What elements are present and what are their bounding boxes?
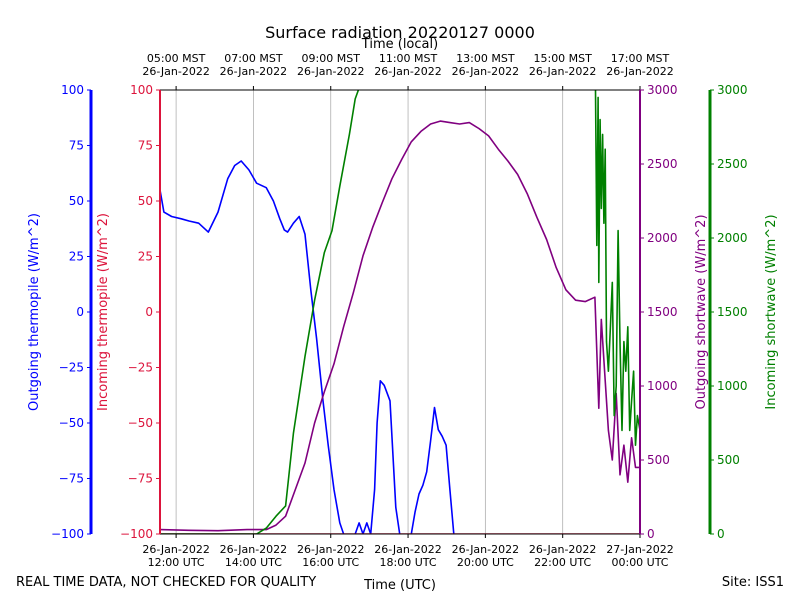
y-axis-label-incoming_shortwave: Incoming shortwave (W/m^2) — [764, 214, 779, 409]
x-axis-label: Time (UTC) — [363, 578, 436, 593]
x-tick-label: 26-Jan-2022 22:00 UTC — [529, 543, 597, 569]
top-tick-label: 17:00 MST 26-Jan-2022 — [606, 52, 674, 78]
y-axes: −100 −75 −50 −25 0 25 50 75 100 Outgoing thermopi… — [27, 83, 779, 541]
series-line-incoming_shortwave — [160, 90, 360, 534]
top-tick-label: 13:00 MST 26-Jan-2022 — [452, 52, 520, 78]
y-axis-label-outgoing_thermopile: Outgoing thermopile (W/m^2) — [27, 213, 42, 411]
y-tick-label: 2000 — [717, 231, 748, 245]
top-tick-label: 15:00 MST 26-Jan-2022 — [529, 52, 597, 78]
y-tick-label: 3000 — [647, 83, 678, 97]
chart-title: Surface radiation 20220127 0000 — [265, 23, 535, 42]
series-line-outgoing_thermopile — [160, 160, 345, 534]
y-tick-label: −75 — [59, 472, 84, 486]
x-ticks: 26-Jan-2022 12:00 UTC 26-Jan-2022 14:00 UTC… — [142, 52, 673, 569]
y-tick-label: −50 — [59, 416, 84, 430]
series-line-outgoing_thermopile — [410, 406, 455, 534]
quality-disclaimer: REAL TIME DATA, NOT CHECKED FOR QUALITY — [16, 575, 317, 590]
y-tick-label: 1500 — [717, 305, 748, 319]
y-axis-label-outgoing_shortwave: Outgoing shortwave (W/m^2) — [694, 214, 709, 409]
y-tick-label: −50 — [128, 416, 153, 430]
top-tick-label: 09:00 MST 26-Jan-2022 — [297, 52, 365, 78]
y-tick-label: 1000 — [717, 379, 748, 393]
y-tick-label: 100 — [61, 83, 84, 97]
y-tick-label: 50 — [138, 194, 153, 208]
x-tick-label: 26-Jan-2022 16:00 UTC — [297, 543, 365, 569]
series-line-outgoing_thermopile — [354, 379, 401, 534]
y-tick-label: 1500 — [647, 305, 678, 319]
top-tick-label: 11:00 MST 26-Jan-2022 — [374, 52, 442, 78]
y-tick-label: 25 — [69, 250, 84, 264]
x-tick-label: 27-Jan-2022 00:00 UTC — [606, 543, 674, 569]
y-tick-label: 2500 — [717, 157, 748, 171]
y-tick-label: 500 — [647, 453, 670, 467]
y-tick-label: 3000 — [717, 83, 748, 97]
x-tick-label: 26-Jan-2022 20:00 UTC — [452, 543, 520, 569]
y-tick-label: 100 — [130, 83, 153, 97]
x-tick-label: 26-Jan-2022 14:00 UTC — [220, 543, 288, 569]
x-tick-label: 26-Jan-2022 12:00 UTC — [142, 543, 210, 569]
y-tick-label: 50 — [69, 194, 84, 208]
plot-frame — [160, 89, 640, 535]
y-tick-label: −25 — [128, 361, 153, 375]
series-line-outgoing_shortwave — [160, 120, 640, 532]
y-tick-label: 500 — [717, 453, 740, 467]
y-axis-label-incoming_thermopile: Incoming thermopile (W/m^2) — [96, 213, 111, 411]
top-tick-label: 07:00 MST 26-Jan-2022 — [220, 52, 288, 78]
site-label: Site: ISS1 — [721, 575, 784, 590]
y-tick-label: −25 — [59, 361, 84, 375]
y-tick-label: −100 — [120, 527, 153, 541]
series-layer — [160, 90, 640, 534]
series-line-incoming_shortwave — [594, 90, 640, 447]
y-tick-label: 2000 — [647, 231, 678, 245]
top-axis-label: Time (local) — [361, 37, 438, 52]
y-tick-label: 25 — [138, 250, 153, 264]
top-tick-label: 05:00 MST 26-Jan-2022 — [142, 52, 210, 78]
y-tick-label: −75 — [128, 472, 153, 486]
y-tick-label: 75 — [138, 139, 153, 153]
y-tick-label: −100 — [51, 527, 84, 541]
y-tick-label: 0 — [647, 527, 655, 541]
y-tick-label: 0 — [717, 527, 725, 541]
y-tick-label: 1000 — [647, 379, 678, 393]
y-tick-label: 0 — [76, 305, 84, 319]
y-tick-label: 75 — [69, 139, 84, 153]
y-tick-label: 2500 — [647, 157, 678, 171]
y-tick-label: 0 — [145, 305, 153, 319]
x-tick-label: 26-Jan-2022 18:00 UTC — [374, 543, 442, 569]
